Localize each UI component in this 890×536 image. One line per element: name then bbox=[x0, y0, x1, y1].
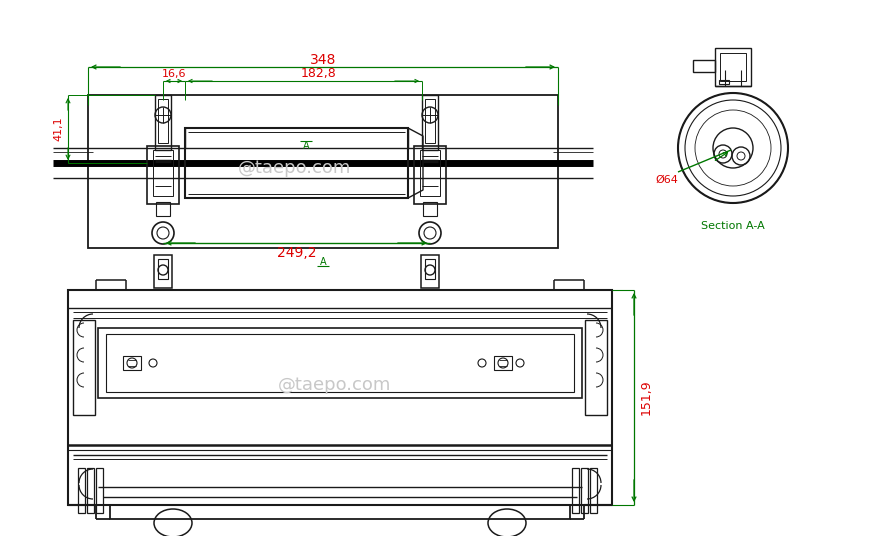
Bar bbox=[494, 356, 512, 370]
Bar bbox=[581, 468, 588, 513]
Text: 182,8: 182,8 bbox=[301, 68, 336, 80]
Bar bbox=[719, 80, 729, 84]
Bar bbox=[425, 99, 435, 143]
Text: 16,6: 16,6 bbox=[162, 69, 186, 79]
Bar bbox=[720, 53, 746, 81]
Bar bbox=[68, 290, 612, 505]
Bar bbox=[123, 356, 141, 370]
Bar bbox=[147, 146, 179, 204]
Bar bbox=[423, 202, 437, 216]
Bar bbox=[73, 320, 95, 415]
Bar bbox=[585, 320, 607, 415]
Bar bbox=[98, 328, 582, 398]
Bar bbox=[158, 99, 168, 143]
Bar bbox=[156, 202, 170, 216]
Bar bbox=[88, 95, 558, 248]
Text: 41,1: 41,1 bbox=[53, 117, 63, 142]
Text: A: A bbox=[303, 141, 310, 151]
Bar bbox=[110, 505, 570, 519]
Bar bbox=[87, 468, 94, 513]
Text: 249,2: 249,2 bbox=[277, 246, 316, 260]
Bar bbox=[422, 95, 438, 150]
Text: Section A-A: Section A-A bbox=[701, 221, 765, 231]
Bar bbox=[185, 128, 408, 198]
Bar bbox=[153, 150, 173, 196]
Text: 151,9: 151,9 bbox=[640, 379, 652, 415]
Bar bbox=[106, 334, 574, 392]
Bar bbox=[421, 255, 439, 288]
Text: 348: 348 bbox=[310, 53, 336, 67]
Text: @taepo.com: @taepo.com bbox=[239, 159, 352, 177]
Text: A: A bbox=[320, 257, 327, 267]
Bar bbox=[158, 259, 168, 279]
Bar bbox=[414, 146, 446, 204]
Bar bbox=[425, 259, 435, 279]
Bar bbox=[96, 468, 103, 513]
Bar bbox=[590, 468, 597, 513]
Bar bbox=[420, 150, 440, 196]
Bar bbox=[715, 48, 751, 86]
Bar bbox=[572, 468, 579, 513]
Text: @taepo.com: @taepo.com bbox=[279, 376, 392, 394]
Text: Ø64: Ø64 bbox=[655, 175, 678, 185]
Bar bbox=[78, 468, 85, 513]
Bar bbox=[155, 95, 171, 150]
Bar bbox=[693, 60, 715, 72]
Bar bbox=[154, 255, 172, 288]
